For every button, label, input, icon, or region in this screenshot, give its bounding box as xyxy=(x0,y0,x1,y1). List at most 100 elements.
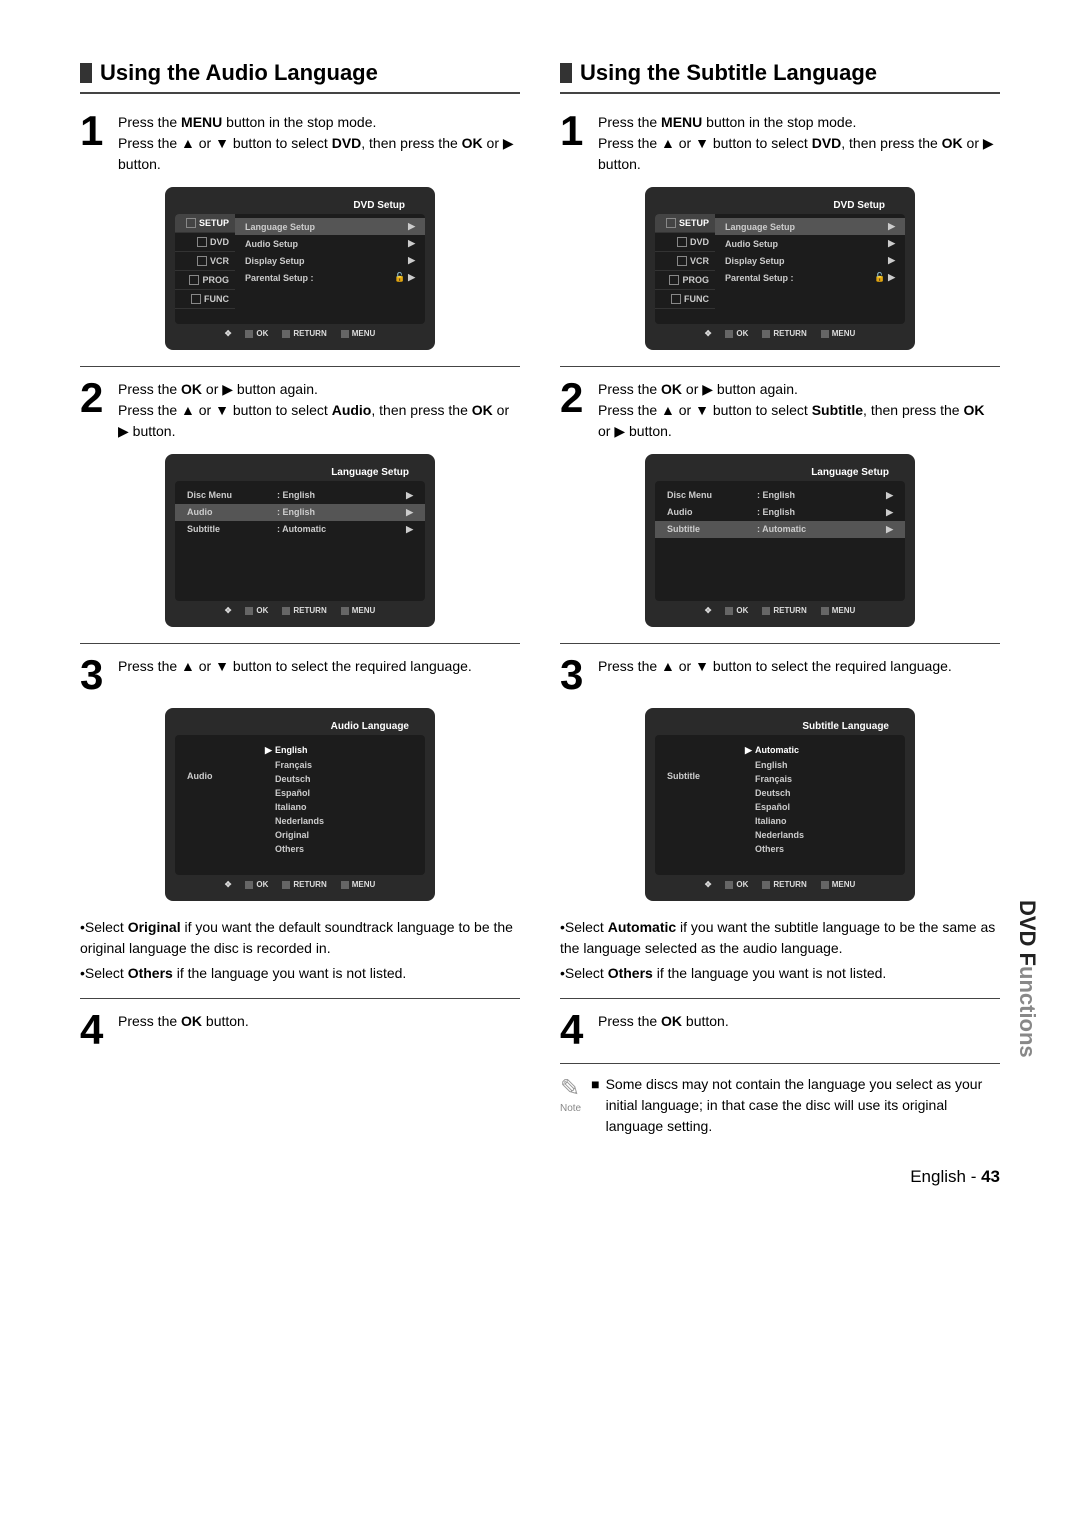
lang-option: Français xyxy=(265,758,425,772)
osd-footer: ✥OKRETURNMENU xyxy=(655,601,905,617)
osd-side-item: DVD xyxy=(175,233,235,252)
left-step-3: 3 Press the ▲ or ▼ button to select the … xyxy=(80,654,520,696)
lang-option: Nederlands xyxy=(745,828,905,842)
osd-main-row: Display Setup▶ xyxy=(235,252,425,269)
divider xyxy=(560,366,1000,367)
right-step-2: 2 Press the OK or ▶ button again. Press … xyxy=(560,377,1000,442)
divider xyxy=(560,643,1000,644)
divider xyxy=(80,998,520,999)
right-step-1: 1 Press the MENU button in the stop mode… xyxy=(560,110,1000,175)
osd-left-label: Audio xyxy=(175,741,265,869)
left-step-1: 1 Press the MENU button in the stop mode… xyxy=(80,110,520,175)
lang-option: Español xyxy=(265,786,425,800)
right-osd-3: Subtitle Language Subtitle ▶AutomaticEng… xyxy=(645,708,915,901)
osd-footer-item: OK xyxy=(245,329,268,338)
osd-body: SETUPDVDVCRPROGFUNC Language Setup▶Audio… xyxy=(655,214,905,324)
text: or ▶ button again. xyxy=(682,381,798,397)
osd-side-item: PROG xyxy=(175,271,235,290)
osd-left-label: Subtitle xyxy=(655,741,745,869)
left-osd-3: Audio Language Audio ▶EnglishFrançaisDeu… xyxy=(165,708,435,901)
osd-main: Language Setup▶Audio Setup▶Display Setup… xyxy=(715,214,905,324)
lang-row: Audio: English▶ xyxy=(175,504,425,521)
text: button. xyxy=(202,1013,249,1029)
footer-page: 43 xyxy=(981,1167,1000,1186)
osd-footer-item: RETURN xyxy=(282,606,326,615)
left-osd-1: DVD Setup SETUPDVDVCRPROGFUNC Language S… xyxy=(165,187,435,350)
left-notes: •Select Original if you want the default… xyxy=(80,917,520,984)
osd-side-item: FUNC xyxy=(655,290,715,309)
osd-footer-item: RETURN xyxy=(762,880,806,889)
step-number: 2 xyxy=(560,377,590,442)
osd-main-row: Audio Setup▶ xyxy=(235,235,425,252)
right-osd-2: Language Setup Disc Menu: English▶Audio:… xyxy=(645,454,915,627)
nav-icon: ✥ xyxy=(225,880,232,889)
osd-main-row: Language Setup▶ xyxy=(715,218,905,235)
side-tab-dark: DVD F xyxy=(1015,900,1040,966)
step-number: 3 xyxy=(560,654,590,696)
osd-body: Subtitle ▶AutomaticEnglishFrançaisDeutsc… xyxy=(655,735,905,875)
lang-row: Subtitle: Automatic▶ xyxy=(175,521,425,538)
step-body: Press the OK or ▶ button again. Press th… xyxy=(598,377,1000,442)
right-notes: •Select Automatic if you want the subtit… xyxy=(560,917,1000,984)
note-text: ■ Some discs may not contain the languag… xyxy=(591,1074,1000,1137)
step-number: 1 xyxy=(560,110,590,175)
osd-footer-item: MENU xyxy=(821,880,856,889)
text-bold: DVD xyxy=(332,135,362,151)
osd-body: Disc Menu: English▶Audio: English▶Subtit… xyxy=(175,481,425,601)
text-bold: Subtitle xyxy=(812,402,863,418)
text-bold: OK xyxy=(661,381,682,397)
lang-option: Italiano xyxy=(265,800,425,814)
note-box: ✎ Note ■ Some discs may not contain the … xyxy=(560,1074,1000,1137)
osd-body: Disc Menu: English▶Audio: English▶Subtit… xyxy=(655,481,905,601)
lang-row: Audio: English▶ xyxy=(655,504,905,521)
osd-footer: ✥OKRETURNMENU xyxy=(175,601,425,617)
nav-icon: ✥ xyxy=(705,329,712,338)
step-body: Press the MENU button in the stop mode. … xyxy=(118,110,520,175)
text: Press the xyxy=(118,1013,181,1029)
osd-header: DVD Setup xyxy=(175,197,425,214)
osd-body: Audio ▶EnglishFrançaisDeutschEspañolItal… xyxy=(175,735,425,875)
osd-footer-item: RETURN xyxy=(282,880,326,889)
page-columns: Using the Audio Language 1 Press the MEN… xyxy=(80,60,1000,1137)
lang-option: English xyxy=(745,758,905,772)
lang-row: Subtitle: Automatic▶ xyxy=(655,521,905,538)
text: Press the ▲ or ▼ button to select xyxy=(598,402,812,418)
divider xyxy=(80,366,520,367)
step-body: Press the OK button. xyxy=(598,1009,1000,1051)
text-bold: OK xyxy=(181,1013,202,1029)
left-step-4: 4 Press the OK button. xyxy=(80,1009,520,1051)
text: , then press the xyxy=(371,402,471,418)
text: Press the ▲ or ▼ button to select xyxy=(118,135,332,151)
note-item: •Select Original if you want the default… xyxy=(80,917,520,959)
right-osd-1: DVD Setup SETUPDVDVCRPROGFUNC Language S… xyxy=(645,187,915,350)
right-column: Using the Subtitle Language 1 Press the … xyxy=(560,60,1000,1137)
text-bold: OK xyxy=(963,402,984,418)
osd-main-row: Audio Setup▶ xyxy=(715,235,905,252)
step-number: 4 xyxy=(560,1009,590,1051)
osd-footer: ✥OKRETURNMENU xyxy=(655,875,905,891)
osd-footer-item: MENU xyxy=(341,329,376,338)
text: Press the xyxy=(598,1013,661,1029)
osd-side-item: SETUP xyxy=(175,214,235,233)
osd-header: Subtitle Language xyxy=(655,718,905,735)
lang-option: Original xyxy=(265,828,425,842)
text: Press the xyxy=(118,381,181,397)
osd-footer-item: RETURN xyxy=(282,329,326,338)
lang-option: Deutsch xyxy=(745,786,905,800)
side-tab-light: unctions xyxy=(1015,966,1040,1058)
osd-sidebar: SETUPDVDVCRPROGFUNC xyxy=(655,214,715,324)
osd-header: Language Setup xyxy=(655,464,905,481)
osd-footer-item: MENU xyxy=(821,606,856,615)
nav-icon: ✥ xyxy=(705,606,712,615)
lang-row: Disc Menu: English▶ xyxy=(655,487,905,504)
osd-main: Language Setup▶Audio Setup▶Display Setup… xyxy=(235,214,425,324)
lang-row: Disc Menu: English▶ xyxy=(175,487,425,504)
step-number: 1 xyxy=(80,110,110,175)
osd-footer: ✥OKRETURNMENU xyxy=(655,324,905,340)
bullet-icon: ■ xyxy=(591,1074,599,1137)
text: button in the stop mode. xyxy=(222,114,376,130)
osd-body: SETUPDVDVCRPROGFUNC Language Setup▶Audio… xyxy=(175,214,425,324)
text-bold: OK xyxy=(181,381,202,397)
osd-footer-item: OK xyxy=(725,606,748,615)
text-bold: Audio xyxy=(332,402,372,418)
